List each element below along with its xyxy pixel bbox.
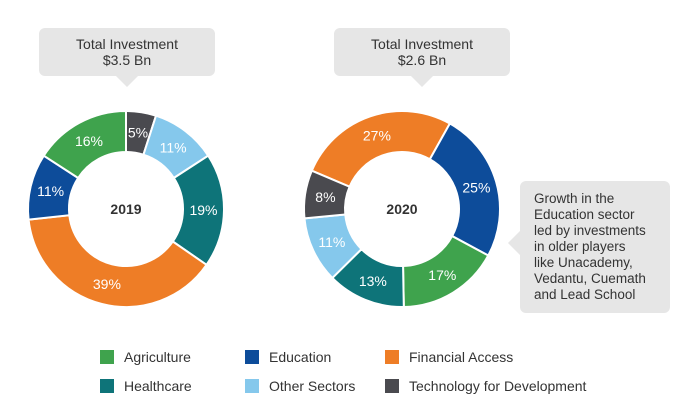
slice-2020-technology-for-development <box>303 169 351 220</box>
donut-2019: 5% 11% 19% 39% 11% 16% 2019 <box>27 109 225 308</box>
slice-label-2020-other-sectors: 11% <box>318 234 345 250</box>
legend-item-healthcare: Healthcare <box>100 378 192 394</box>
legend-swatch-education <box>245 350 259 364</box>
legend-label: Financial Access <box>409 349 514 365</box>
center-label-2020: 2020 <box>386 201 417 217</box>
legend-item-financial-access: Financial Access <box>385 349 513 365</box>
legend-swatch-agriculture <box>100 350 114 364</box>
slice-label-2019-education: 11% <box>37 183 64 199</box>
slice-label-2020-education: 25% <box>462 179 490 195</box>
callout-2020-title: Total Investment <box>371 36 473 52</box>
legend-swatch-financial-access <box>385 350 399 364</box>
note-line-5: like Unacademy, <box>534 255 633 270</box>
legend-item-other-sectors: Other Sectors <box>245 378 355 394</box>
slice-label-2020-technology-for-development: 8% <box>315 189 335 205</box>
legend-label: Education <box>269 349 332 365</box>
legend-label: Agriculture <box>124 349 191 365</box>
center-label-2019: 2019 <box>110 201 141 217</box>
callout-2020: Total Investment $2.6 Bn <box>334 28 510 87</box>
note-line-7: and Lead School <box>534 287 636 302</box>
donut-2020: 27% 25% 17% 13% 11% 8% 2020 <box>303 110 501 309</box>
callout-2020-value: $2.6 Bn <box>397 52 447 68</box>
legend-swatch-technology-for-development <box>385 379 399 393</box>
legend-label: Technology for Development <box>409 378 587 394</box>
callout-2019-title: Total Investment <box>76 36 178 52</box>
note-line-4: in older players <box>534 239 626 254</box>
note-line-1: Growth in the <box>534 191 615 206</box>
callout-2019-value: $3.5 Bn <box>102 52 152 68</box>
callout-2019: Total Investment $3.5 Bn <box>39 28 215 87</box>
note-line-3: led by investments <box>534 223 646 238</box>
legend-item-education: Education <box>245 349 331 365</box>
slice-label-2019-other-sectors: 11% <box>160 139 187 155</box>
legend-swatch-other-sectors <box>245 379 259 393</box>
slice-label-2019-technology-for-development: 5% <box>128 124 148 140</box>
note-line-2: Education sector <box>534 207 635 222</box>
slice-2019-financial-access <box>27 214 208 308</box>
slice-label-2020-financial-access: 27% <box>363 128 391 144</box>
slice-label-2019-healthcare: 19% <box>189 202 217 218</box>
education-growth-note: Growth in the Education sector led by in… <box>508 181 670 313</box>
legend-swatch-healthcare <box>100 379 114 393</box>
slice-2020-financial-access <box>310 110 452 189</box>
note-line-6: Vedantu, Cuemath <box>534 271 646 286</box>
slice-label-2019-financial-access: 39% <box>93 276 121 292</box>
slice-label-2019-agriculture: 16% <box>75 133 103 149</box>
legend-label: Other Sectors <box>269 378 356 394</box>
slice-label-2020-healthcare: 13% <box>359 273 387 289</box>
slice-label-2020-agriculture: 17% <box>428 267 456 283</box>
legend-item-agriculture: Agriculture <box>100 349 191 365</box>
slice-2019-agriculture <box>42 109 127 180</box>
legend-item-technology-for-development: Technology for Development <box>385 378 586 394</box>
legend-label: Healthcare <box>124 378 192 394</box>
